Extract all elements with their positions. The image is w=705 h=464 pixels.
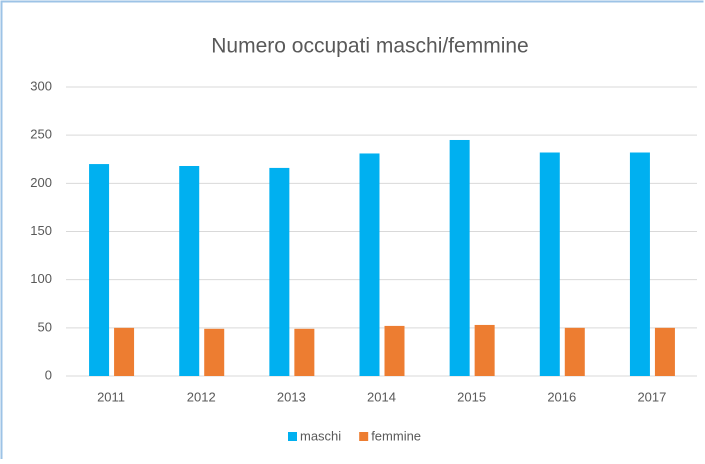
y-tick-label: 150 xyxy=(30,223,52,238)
x-tick-label: 2016 xyxy=(547,389,576,404)
bar xyxy=(539,152,560,376)
bar xyxy=(384,325,405,376)
x-tick-label: 2015 xyxy=(457,389,486,404)
bar xyxy=(564,327,585,376)
bar xyxy=(474,324,495,376)
y-tick-label: 200 xyxy=(30,175,52,190)
bar xyxy=(359,153,380,376)
x-tick-label: 2014 xyxy=(367,389,396,404)
x-tick-label: 2017 xyxy=(637,389,666,404)
bar xyxy=(294,328,315,376)
y-tick-label: 250 xyxy=(30,127,52,142)
x-tick-label: 2012 xyxy=(187,389,216,404)
x-tick-label: 2011 xyxy=(97,389,125,404)
bar xyxy=(204,328,225,376)
bar xyxy=(114,327,135,376)
bar xyxy=(179,165,200,376)
legend-swatch xyxy=(359,432,369,441)
y-tick-label: 50 xyxy=(38,319,52,334)
legend-label: femmine xyxy=(371,428,421,443)
legend-swatch xyxy=(288,432,297,441)
y-tick-label: 0 xyxy=(45,367,52,382)
bar xyxy=(654,327,675,376)
bar xyxy=(629,152,650,376)
bar xyxy=(89,164,110,376)
bar xyxy=(269,167,290,376)
x-tick-label: 2013 xyxy=(277,389,306,404)
y-tick-label: 100 xyxy=(30,271,52,286)
bar xyxy=(449,139,470,376)
y-tick-label: 300 xyxy=(30,78,52,93)
legend-label: maschi xyxy=(300,428,341,443)
chart-title: Numero occupati maschi/femmine xyxy=(211,35,528,58)
